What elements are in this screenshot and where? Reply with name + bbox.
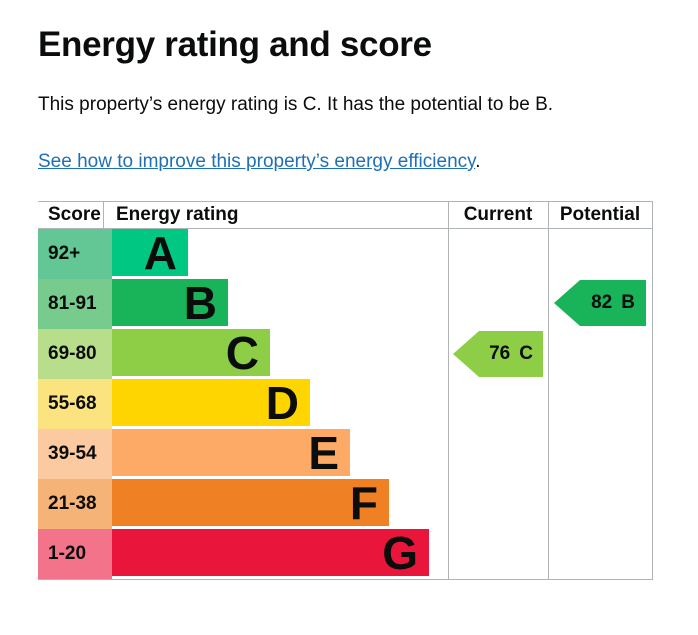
potential-rating-value: 82 B	[580, 280, 646, 326]
potential-score: 82	[591, 292, 613, 313]
header-underline	[38, 228, 653, 229]
potential-rating-arrow: 82 B	[554, 280, 646, 326]
band-letter-a: A	[143, 226, 177, 279]
score-cell-e: 39-54	[38, 429, 112, 479]
header-current: Current	[463, 204, 533, 225]
header-potential: Potential	[559, 204, 641, 225]
left-point-icon	[453, 331, 479, 377]
table-bottom-border	[38, 579, 653, 580]
header-energy-rating: Energy rating	[116, 204, 239, 225]
band-row-d: 55-68 D	[38, 379, 653, 429]
current-band: C	[519, 343, 533, 364]
band-row-f: 21-38 F	[38, 479, 653, 529]
band-letter-g: G	[382, 526, 418, 579]
score-cell-c: 69-80	[38, 329, 112, 379]
score-range-label: 55-68	[48, 393, 97, 414]
band-bar-d: D	[112, 379, 310, 426]
score-range-label: 1-20	[48, 543, 87, 564]
link-suffix: .	[475, 151, 481, 172]
score-cell-d: 55-68	[38, 379, 112, 429]
table-top-border	[38, 201, 653, 202]
band-row-g: 1-20 G	[38, 529, 653, 579]
band-bar-e: E	[112, 429, 350, 476]
improve-efficiency-link[interactable]: See how to improve this property’s energ…	[38, 151, 476, 172]
score-cell-f: 21-38	[38, 479, 112, 529]
current-rating-arrow: 76 C	[453, 331, 543, 377]
score-cell-g: 1-20	[38, 529, 112, 579]
score-column-divider	[103, 201, 104, 229]
band-letter-d: D	[265, 376, 299, 429]
table-right-border	[652, 201, 653, 580]
left-point-icon	[554, 280, 580, 326]
band-letter-b: B	[183, 276, 217, 329]
score-range-label: 39-54	[48, 443, 97, 464]
page-title: Energy rating and score	[38, 25, 432, 64]
current-column-divider	[448, 201, 449, 580]
current-rating-value: 76 C	[479, 331, 543, 377]
band-bar-g: G	[112, 529, 429, 576]
energy-rating-chart: Score Energy rating Current Potential 92…	[38, 201, 653, 580]
score-range-label: 21-38	[48, 493, 97, 514]
band-row-b: 81-91 B	[38, 279, 653, 329]
band-bar-c: C	[112, 329, 270, 376]
improve-link-line: See how to improve this property’s energ…	[38, 149, 653, 174]
page: Energy rating and score This property’s …	[0, 25, 698, 580]
score-range-label: 69-80	[48, 343, 97, 364]
band-row-a: 92+ A	[38, 229, 653, 279]
band-bar-a: A	[112, 229, 188, 276]
band-letter-f: F	[349, 476, 378, 529]
score-cell-a: 92+	[38, 229, 112, 279]
band-bar-f: F	[112, 479, 389, 526]
band-row-c: 69-80 C	[38, 329, 653, 379]
score-range-label: 81-91	[48, 293, 97, 314]
score-range-label: 92+	[48, 243, 81, 264]
band-row-e: 39-54 E	[38, 429, 653, 479]
potential-column-divider	[548, 201, 549, 580]
header-score: Score	[48, 204, 101, 225]
band-letter-c: C	[225, 326, 259, 379]
current-score: 76	[489, 343, 511, 364]
band-bar-b: B	[112, 279, 228, 326]
summary-text: This property’s energy rating is C. It h…	[38, 94, 554, 115]
band-letter-e: E	[308, 426, 339, 479]
potential-band: B	[621, 292, 635, 313]
score-cell-b: 81-91	[38, 279, 112, 329]
